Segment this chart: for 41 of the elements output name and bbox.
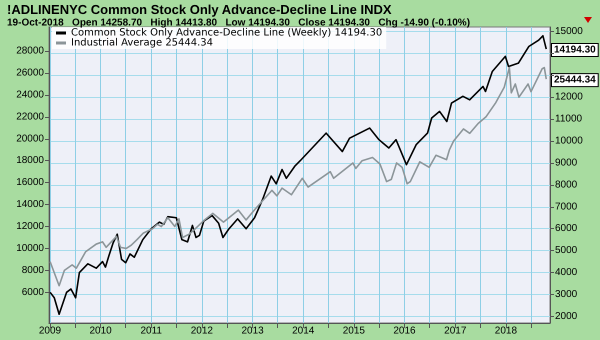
y2-tick-label: 2000 bbox=[555, 310, 578, 322]
text: 25444.34 bbox=[554, 74, 596, 86]
y2-tick-label: 11000 bbox=[555, 114, 583, 125]
y-tick-label: 20000 bbox=[16, 133, 44, 144]
y-tick-label: 10000 bbox=[16, 242, 44, 254]
chart-title: !ADLINENYC Common Stock Only Advance-Decline Line INDX bbox=[7, 2, 392, 17]
y-tick-label: 26000 bbox=[16, 68, 44, 79]
y-tick-label: 22000 bbox=[16, 111, 44, 122]
x-tick-label: 2016 bbox=[393, 326, 416, 336]
y-tick-label: 12000 bbox=[16, 221, 44, 232]
y-tick-label: 24000 bbox=[16, 89, 44, 100]
x-tick-label: 2017 bbox=[444, 326, 467, 336]
y2-tick-label: 4000 bbox=[555, 267, 578, 278]
y-tick-label: 18000 bbox=[16, 155, 44, 166]
y2-tick-label: 10000 bbox=[555, 136, 584, 147]
x-tick-label: 2011 bbox=[140, 326, 162, 336]
text: 14194.30 bbox=[554, 44, 596, 56]
y-tick-label: 28000 bbox=[16, 46, 44, 57]
line-series bbox=[49, 66, 548, 287]
chart-subtitle: 19-Oct-2018 Open 14258.70 High 14413.80 Low 14194.30 Close 14194.30 Chg -14.90 (-0.10%) bbox=[7, 18, 470, 28]
y2-tick-label: 15000 bbox=[555, 26, 584, 37]
y-tick-label: 6000 bbox=[22, 286, 44, 298]
y2-tick-label: 8000 bbox=[555, 179, 578, 190]
y-tick-label: 16000 bbox=[16, 177, 44, 188]
x-tick-label: 2012 bbox=[190, 326, 214, 336]
y2-tick-label: 5000 bbox=[555, 245, 578, 256]
x-tick-label: 2010 bbox=[89, 326, 112, 336]
y-tick-label: 8000 bbox=[22, 264, 44, 276]
x-tick-label: 2013 bbox=[241, 326, 264, 336]
x-tick-label: 2018 bbox=[494, 326, 518, 336]
y2-tick-label: 7000 bbox=[555, 201, 578, 212]
legend-label: Common Stock Only Advance-Decline Line (Weekly) 14194.30 bbox=[71, 28, 382, 38]
y2-tick-label: 6000 bbox=[555, 223, 578, 234]
x-tick-label: 2009 bbox=[38, 326, 62, 336]
x-tick-label: 2015 bbox=[342, 326, 366, 336]
y-tick-label: 14000 bbox=[16, 199, 44, 210]
y2-tick-label: 9000 bbox=[555, 157, 578, 168]
x-tick-label: 2014 bbox=[292, 326, 315, 336]
y2-tick-label: 3000 bbox=[555, 288, 578, 300]
y2-tick-label: 12000 bbox=[555, 92, 584, 103]
legend-label: Industrial Average 25444.34 bbox=[71, 38, 214, 48]
